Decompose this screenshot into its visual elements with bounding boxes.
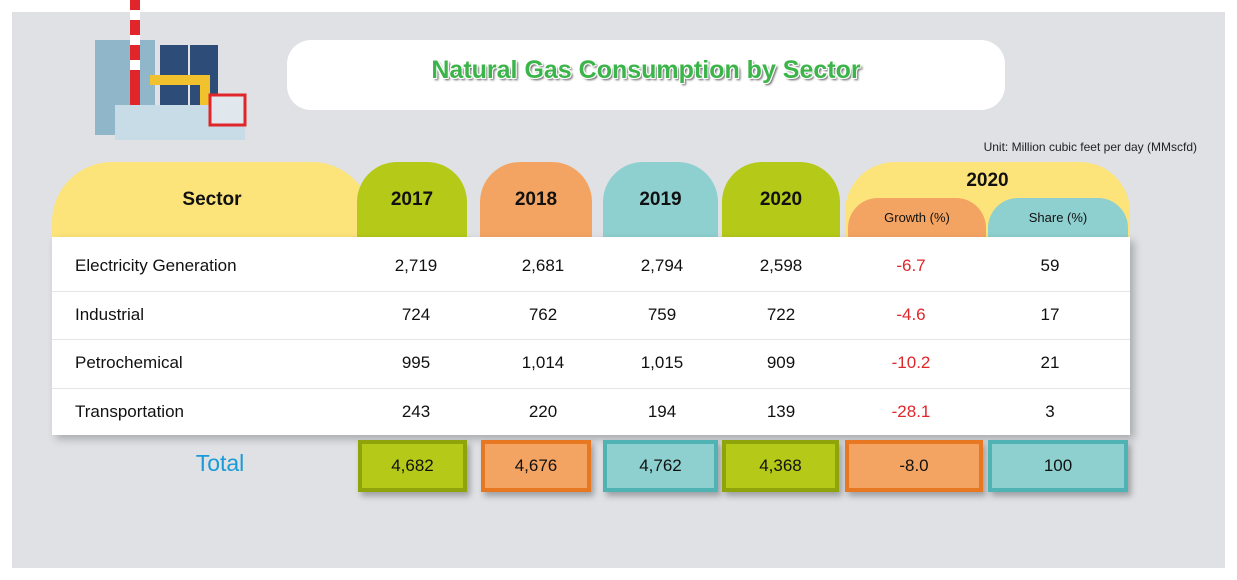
table-cell: 2,719 (394, 256, 438, 275)
total-cell: 4,368 (722, 440, 839, 492)
table-cell: 59 (1040, 256, 1060, 275)
table-cell: 909 (766, 353, 796, 372)
total-label: Total (195, 450, 245, 476)
row-separator (52, 387, 1130, 389)
table-cell: 722 (766, 304, 796, 324)
row-separator (52, 339, 1130, 340)
table-cell: 1,014 (521, 353, 565, 372)
total-cell: 4,676 (481, 440, 591, 492)
table-cell: 995 (401, 353, 431, 372)
row-label: Transportation (75, 401, 184, 421)
title: Natural Gas Consumption by Sector (431, 56, 861, 84)
row-label: Petrochemical (75, 353, 183, 372)
table-cell: -28.1 (891, 401, 931, 421)
total-cell: -8.0 (845, 440, 983, 492)
table-cell: -6.7 (896, 256, 926, 275)
total-cell: 100 (988, 440, 1128, 492)
row-label: Industrial (75, 304, 144, 324)
header-cell: 2020 (722, 162, 840, 237)
title-box (287, 40, 1005, 110)
unit-label: Unit: Million cubic feet per day (MMscfd… (983, 140, 1197, 154)
factory-icon (95, 0, 247, 140)
total-cell: 4,762 (603, 440, 718, 492)
table-cell: -10.2 (891, 353, 931, 372)
table-cell: 759 (647, 304, 677, 324)
group-label: 2020 (966, 170, 1009, 191)
header-cell: 2018 (480, 162, 592, 237)
table-cell: 220 (528, 401, 558, 421)
header-cell: 2019 (603, 162, 718, 237)
total-cell: 4,682 (358, 440, 467, 492)
subheader-cell: Growth (%) (848, 198, 986, 237)
table-cell: 3 (1045, 401, 1055, 421)
table-cell: 139 (766, 401, 796, 421)
table-cell: 194 (647, 401, 677, 421)
header-cell: Sector (52, 162, 372, 237)
table-cell: 21 (1040, 353, 1060, 372)
row-separator (52, 290, 1130, 292)
table-cell: 243 (401, 401, 431, 421)
table-cell: 724 (401, 304, 431, 324)
table-cell: 1,015 (640, 353, 684, 372)
table-cell: 2,794 (640, 256, 684, 275)
table-cell: 2,681 (521, 256, 565, 275)
table-body (52, 237, 1130, 435)
subheader-cell: Share (%) (988, 198, 1128, 237)
table-cell: 762 (528, 304, 558, 324)
table-cell: 17 (1040, 304, 1060, 324)
table-cell: 2,598 (759, 256, 803, 275)
row-label: Electricity Generation (75, 256, 237, 275)
table-cell: -4.6 (896, 304, 926, 324)
header-cell: 2017 (357, 162, 467, 237)
